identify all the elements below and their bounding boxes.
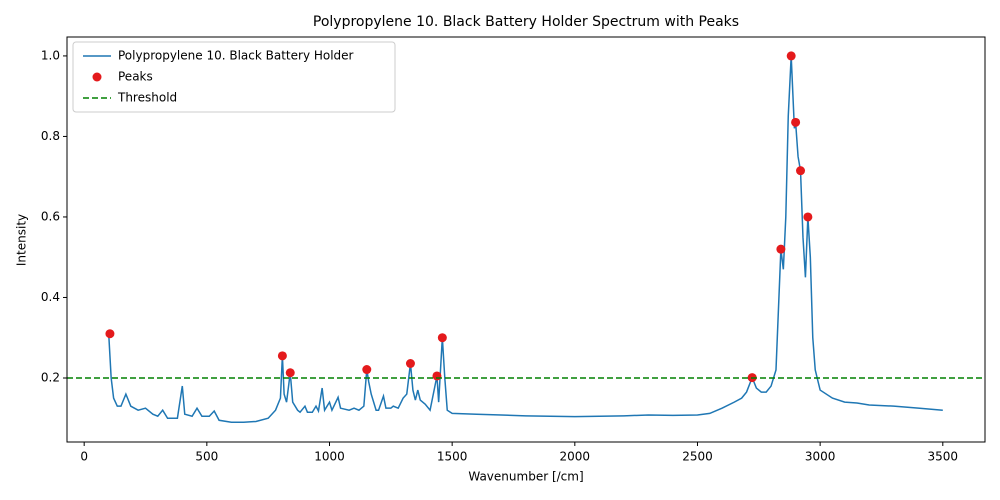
- peak-point: [362, 365, 372, 375]
- chart-title: Polypropylene 10. Black Battery Holder S…: [313, 14, 739, 30]
- peak-point: [285, 368, 295, 378]
- y-tick-label: 0.2: [41, 370, 60, 384]
- legend-label: Threshold: [117, 91, 177, 105]
- x-tick-label: 0: [80, 450, 88, 464]
- peak-point: [405, 358, 415, 368]
- x-tick-label: 2000: [560, 450, 591, 464]
- peak-point: [776, 244, 786, 254]
- x-tick-label: 1500: [437, 450, 468, 464]
- x-tick-label: 3000: [805, 450, 836, 464]
- peak-point: [277, 351, 287, 361]
- spectrum-line: [107, 55, 943, 424]
- y-tick-label: 0.6: [41, 209, 60, 223]
- legend-label: Peaks: [118, 70, 153, 84]
- x-tick-label: 3500: [928, 450, 959, 464]
- x-axis-label: Wavenumber [/cm]: [468, 470, 583, 484]
- peak-point: [437, 333, 447, 343]
- y-tick-label: 0.8: [41, 129, 60, 143]
- legend-label: Polypropylene 10. Black Battery Holder: [118, 49, 354, 63]
- legend-box: [72, 41, 396, 113]
- legend-marker: [92, 72, 102, 82]
- axes-frame: [66, 36, 986, 443]
- plot-area: [67, 51, 985, 424]
- x-tick-label: 1000: [314, 450, 345, 464]
- peak-point: [105, 329, 115, 339]
- y-tick-label: 1.0: [41, 48, 60, 62]
- peak-point: [803, 212, 813, 222]
- y-axis-label: Intensity: [15, 214, 29, 266]
- peak-point: [432, 371, 442, 381]
- y-tick-label: 0.4: [41, 290, 60, 304]
- peak-point: [786, 51, 796, 61]
- peak-point: [791, 117, 801, 127]
- x-tick-label: 500: [195, 450, 218, 464]
- peak-point: [796, 166, 806, 176]
- x-tick-label: 2500: [682, 450, 713, 464]
